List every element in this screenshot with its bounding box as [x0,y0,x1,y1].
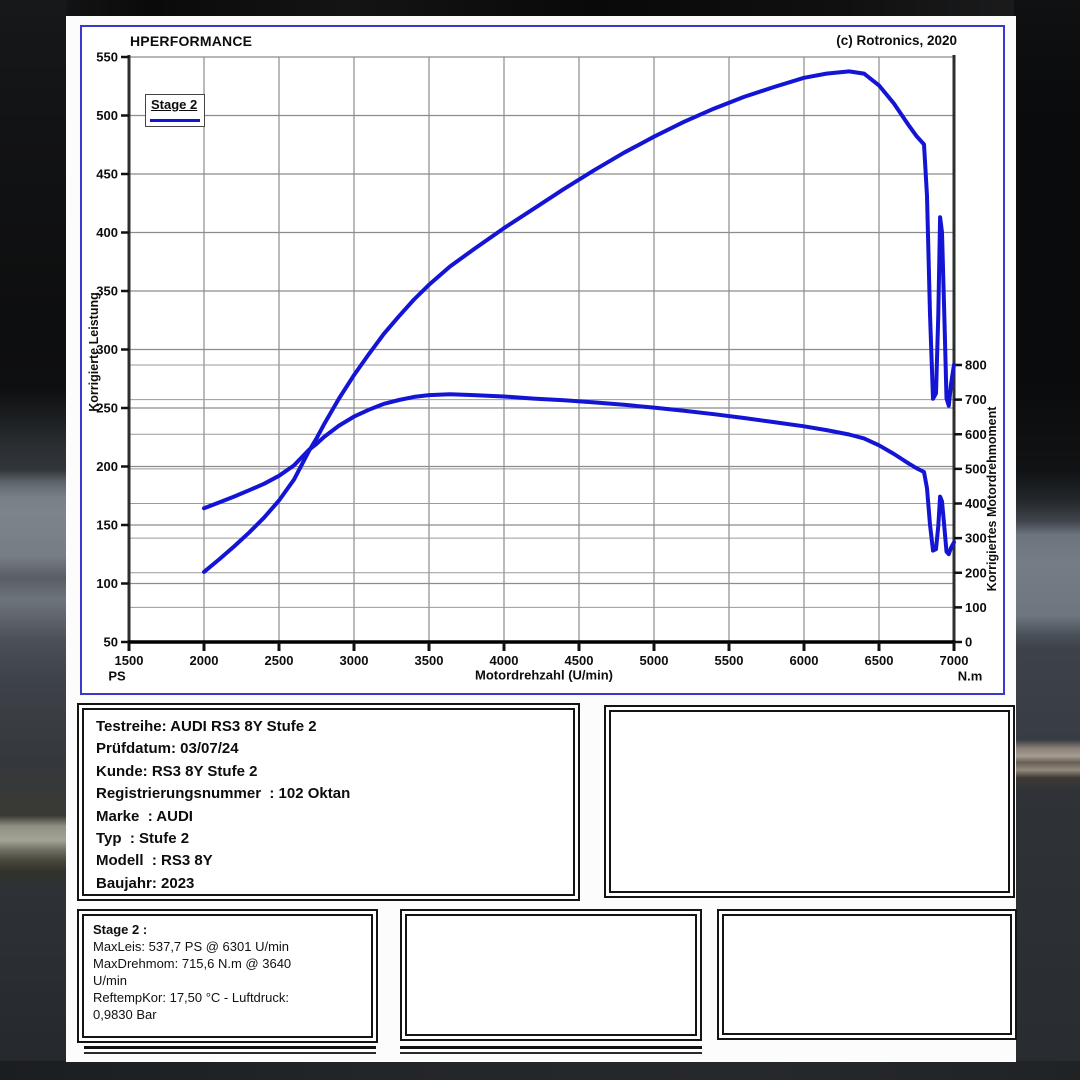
info-line-modell: Modell : RS3 8Y [96,852,213,870]
info-line-kunde: Kunde: RS3 8Y Stufe 2 [96,762,258,780]
results-max-power: MaxLeis: 537,7 PS @ 6301 U/min [93,939,290,954]
info-line-pruefdatum: Prüfdatum: 03/07/24 [96,740,239,758]
info-line-marke: Marke : AUDI [96,807,193,825]
copyright-label: (c) Rotronics, 2020 [836,33,957,48]
x-axis-title: Motordrehzahl (U/min) [475,667,613,683]
left-axis-tick-label: 150 [96,518,118,533]
left-axis-tick-label: 450 [96,167,118,182]
clipped-box-edge-middle [400,1046,702,1054]
clipped-box-edge-left [84,1046,376,1054]
results-max-torque: MaxDrehmom: 715,6 N.m @ 3640 [93,956,292,971]
legend-color-swatch [150,119,200,122]
chart-title: HPERFORMANCE [130,33,253,49]
x-axis-tick-label: 2500 [265,653,294,668]
background-photo-right [1014,0,1080,1080]
power-curve [202,69,956,574]
x-axis-tick-label: 3000 [340,653,369,668]
right-axis-tick-label: 500 [965,461,987,476]
left-axis-tick-label: 500 [96,108,118,123]
right-axis-tick-label: 100 [965,600,987,615]
x-axis-tick-label: 2000 [190,653,219,668]
right-axis-tick-label: 0 [965,635,972,650]
x-axis-tick-label: 1500 [115,653,144,668]
right-axis-tick-label: 400 [965,496,987,511]
background-photo-top [0,0,1080,17]
left-axis-tick-label: 100 [96,576,118,591]
right-axis-tick-label: 600 [965,427,987,442]
info-line-testreihe: Testreihe: AUDI RS3 8Y Stufe 2 [96,718,317,735]
background-photo-left [0,0,67,1080]
right-axis-tick-label: 700 [965,392,987,407]
results-correction: ReftempKor: 17,50 °C - Luftdruck: [93,990,289,1005]
left-axis-tick-label: 200 [96,459,118,474]
right-axis-title: Korrigiertes Motordrehmoment [985,406,999,592]
results-max-torque-unit: U/min [93,973,127,988]
report-page: HPERFORMANCE (c) Rotronics, 2020 50 100 15… [66,16,1017,1062]
empty-box-bottom-right [717,909,1017,1040]
left-axis-tick-label: 400 [96,225,118,240]
left-axis-title: Korrigierte Leistung [87,292,101,412]
x-axis-tick-label: 4500 [565,653,594,668]
chart-frame: HPERFORMANCE (c) Rotronics, 2020 50 100 15… [80,25,1005,695]
left-axis-tick-label: 300 [96,342,118,357]
right-axis-tick-label: 200 [965,565,987,580]
left-axis-tick-label: 550 [96,50,118,65]
background-photo-bottom [0,1061,1080,1080]
torque-curve [202,392,956,557]
x-axis-tick-label: 7000 [940,653,969,668]
right-axis-tick-label: 300 [965,531,987,546]
left-axis-unit-label: PS [108,668,126,684]
empty-box-bottom-middle [400,909,702,1041]
x-axis-tick-label: 6500 [865,653,894,668]
legend-box: Stage 2 [145,94,205,127]
info-line-typ: Typ : Stufe 2 [96,830,190,848]
left-axis-tick-label: 350 [96,284,118,299]
empty-box-top-right [604,705,1015,898]
legend-label: Stage 2 [151,97,198,112]
vehicle-info-box: Testreihe: AUDI RS3 8Y Stufe 2 Prüfdatum… [77,703,580,901]
info-line-baujahr: Baujahr: 2023 [96,874,195,892]
right-axis-tick-label: 800 [965,358,987,373]
results-pressure: 0,9830 Bar [93,1007,157,1022]
results-box-title: Stage 2 : [93,922,148,937]
left-axis-tick-label: 50 [104,635,118,650]
x-axis-tick-label: 3500 [415,653,444,668]
dyno-chart-svg: 5010015020025030035040045050055001002003… [96,50,987,669]
right-axis-unit-label: N.m [957,668,983,684]
x-axis-tick-label: 4000 [490,653,519,668]
info-line-registrierungsnummer: Registrierungsnummer : 102 Oktan [96,785,351,803]
x-axis-tick-label: 5000 [640,653,669,668]
results-box: Stage 2 : MaxLeis: 537,7 PS @ 6301 U/min… [77,909,378,1043]
x-axis-tick-label: 6000 [790,653,819,668]
x-axis-tick-label: 5500 [715,653,744,668]
left-axis-tick-label: 250 [96,401,118,416]
